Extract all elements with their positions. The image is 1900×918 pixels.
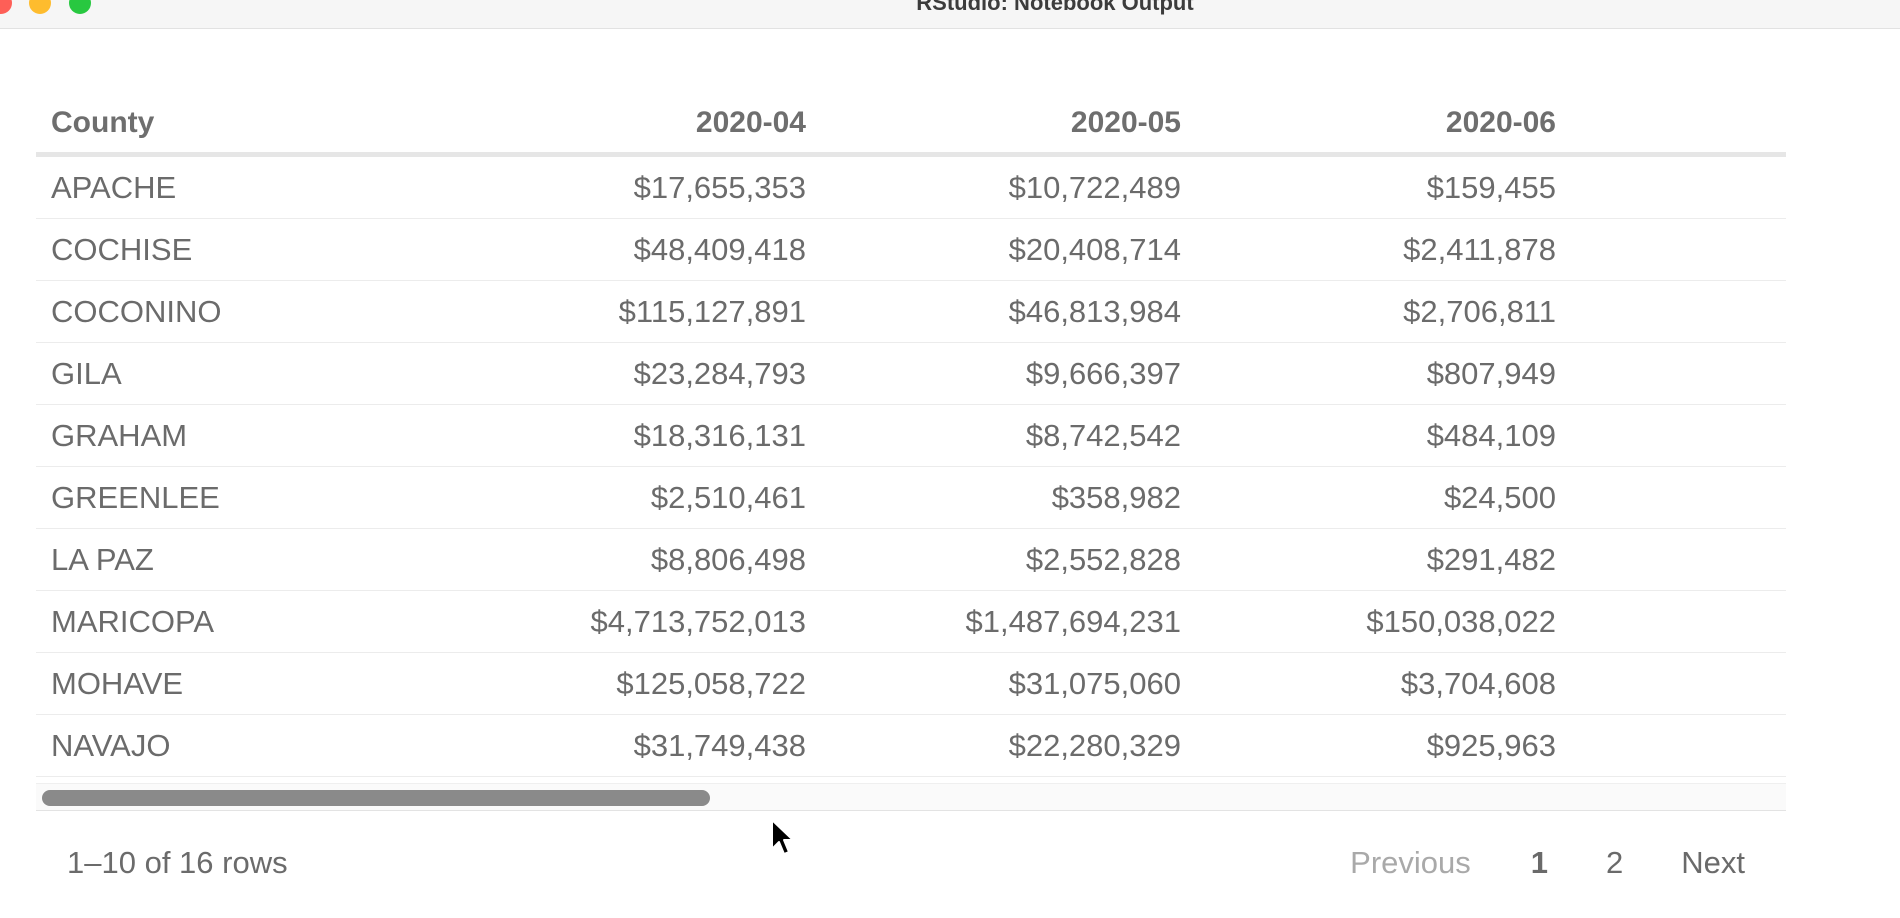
table-cell-value: $115,127,891 [618, 293, 806, 329]
table-cell-value: $18,316,131 [633, 417, 806, 453]
table-pagination-footer: 1–10 of 16 rows Previous 1 2 Next [36, 835, 1786, 891]
table-cell-value: $31,749,438 [633, 727, 806, 763]
table-cell-value: $10,722,489 [1008, 169, 1181, 205]
table-cell-value: $20,408,714 [1008, 231, 1181, 267]
table-cell-value: $8,742,542 [1025, 417, 1181, 453]
horizontal-scrollbar[interactable] [36, 783, 1786, 811]
table-cell-value: $125,058,722 [616, 665, 806, 701]
table-content: County 2020-04 2020-05 2020-06 2020-07 A… [36, 90, 1786, 777]
table-cell-value: $807,949 [1426, 355, 1556, 391]
table-cell-value: $ [1531, 529, 1786, 590]
column-header-2020-07[interactable]: 2020-07 [1531, 90, 1786, 152]
table-cell-county: GREENLEE [51, 479, 220, 515]
table-cell-value: $925,963 [1426, 727, 1556, 763]
table-cell-county: GRAHAM [51, 417, 188, 453]
table-cell-value: $159,455 [1426, 169, 1556, 205]
mouse-pointer-icon [771, 819, 794, 855]
horizontal-scrollbar-thumb[interactable] [42, 790, 710, 806]
table-cell-value: $2,552,828 [1025, 541, 1181, 577]
table-cell-value: $24,500 [1443, 479, 1556, 515]
previous-page-button[interactable]: Previous [1350, 845, 1471, 880]
table-cell-value: $8 [1531, 715, 1786, 776]
table-row: MOHAVE $125,058,722 $31,075,060 $3,704,6… [36, 653, 1786, 715]
table-cell-value [1531, 467, 1786, 528]
table-cell-value: $17,655,353 [633, 169, 806, 205]
table-cell-value: $9,666,397 [1025, 355, 1181, 391]
table-row: GREENLEE $2,510,461 $358,982 $24,500 [36, 467, 1786, 529]
table-cell-value: $4,713,752,013 [590, 603, 807, 639]
table-cell-value: $2,706,811 [1403, 293, 1556, 329]
table-cell-county: MOHAVE [51, 665, 184, 701]
table-row: COCONINO $115,127,891 $46,813,984 $2,706… [36, 281, 1786, 343]
table-cell-county: APACHE [51, 169, 177, 205]
table-cell-county: COCHISE [51, 231, 193, 267]
table-cell-value: $1,487,694,231 [965, 603, 1182, 639]
table-cell-value: $1 [1531, 405, 1786, 466]
row-count-info: 1–10 of 16 rows [67, 845, 288, 880]
table-cell-county: LA PAZ [51, 541, 154, 577]
table-cell-value: $22,280,329 [1008, 727, 1181, 763]
table-cell-county: GILA [51, 355, 122, 391]
close-window-icon[interactable] [0, 0, 12, 14]
column-header-2020-04[interactable]: 2020-04 [695, 106, 806, 139]
table-cell-value: $8,806,498 [650, 541, 806, 577]
table-cell-value: $150,038,022 [1366, 603, 1556, 639]
column-header-2020-05[interactable]: 2020-05 [1070, 106, 1181, 139]
pagination: Previous 1 2 Next [1350, 845, 1786, 881]
table-row: GILA $23,284,793 $9,666,397 $807,949 $2 [36, 343, 1786, 405]
table-row: NAVAJO $31,749,438 $22,280,329 $925,963 … [36, 715, 1786, 777]
column-header-county[interactable]: County [51, 106, 155, 139]
window-title: RStudio: Notebook Output [916, 0, 1194, 15]
table-cell-value: $2 [1531, 343, 1786, 404]
table-row: COCHISE $48,409,418 $20,408,714 $2,411,8… [36, 219, 1786, 281]
table-cell-value: $46,813,984 [1008, 293, 1181, 329]
table-cell-value: $23,284,793 [633, 355, 806, 391]
page-2-button[interactable]: 2 [1606, 845, 1624, 880]
table-cell-value: $291,482 [1426, 541, 1556, 577]
table-cell-value: $3,704,608 [1400, 665, 1556, 701]
table-cell-value: $358,982 [1051, 479, 1181, 515]
zoom-window-icon[interactable] [69, 0, 91, 14]
next-page-button[interactable]: Next [1681, 845, 1745, 880]
data-table[interactable]: County 2020-04 2020-05 2020-06 2020-07 A… [36, 90, 1786, 810]
table-row: GRAHAM $18,316,131 $8,742,542 $484,109 $… [36, 405, 1786, 467]
table-cell-county: MARICOPA [51, 603, 215, 639]
table-cell-value: $1,9 [1531, 281, 1786, 342]
table-header-row: County 2020-04 2020-05 2020-06 2020-07 [36, 90, 1786, 157]
table-cell-value: $3 [1531, 219, 1786, 280]
table-cell-value: $31,075,060 [1008, 665, 1181, 701]
page-1-button[interactable]: 1 [1530, 845, 1548, 880]
table-cell-county: COCONINO [51, 293, 222, 329]
table-row: LA PAZ $8,806,498 $2,552,828 $291,482 $ [36, 529, 1786, 591]
table-cell-value: $2,510,461 [650, 479, 806, 515]
table-row: MARICOPA $4,713,752,013 $1,487,694,231 $… [36, 591, 1786, 653]
table-cell-value: $2,411,878 [1403, 231, 1556, 267]
table-cell-value: $48,409,418 [633, 231, 806, 267]
table-cell-value: $74,0 [1531, 591, 1786, 652]
table-cell-value: $1 [1531, 157, 1786, 218]
column-header-2020-06[interactable]: 2020-06 [1445, 106, 1556, 139]
table-cell-value: $484,109 [1426, 417, 1556, 453]
table-row: APACHE $17,655,353 $10,722,489 $159,455 … [36, 157, 1786, 219]
table-cell-county: NAVAJO [51, 727, 171, 763]
window-titlebar: RStudio: Notebook Output [0, 0, 1900, 29]
table-cell-value: $1,5 [1531, 653, 1786, 714]
minimize-window-icon[interactable] [29, 0, 51, 14]
